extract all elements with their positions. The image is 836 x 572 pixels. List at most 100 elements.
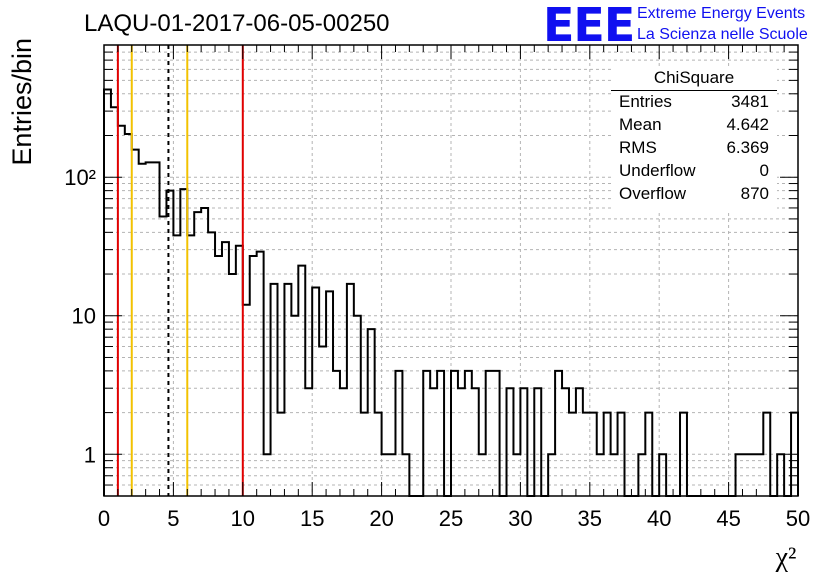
histogram-bin — [160, 217, 167, 496]
histogram-bin — [618, 413, 625, 496]
histogram-bin — [298, 266, 305, 496]
stats-row-underflow: Underflow 0 — [619, 161, 769, 183]
histogram-bin — [222, 242, 229, 496]
stats-row-mean: Mean 4.642 — [619, 115, 769, 137]
histogram-bin — [423, 371, 430, 496]
stats-key: Entries — [619, 92, 672, 111]
histogram-bin — [493, 371, 500, 496]
x-tick-label: 10 — [231, 506, 255, 531]
histogram-bin — [382, 454, 389, 496]
histogram-bin — [777, 454, 784, 496]
histogram-bin — [180, 189, 187, 496]
stats-key: Overflow — [619, 184, 687, 203]
axes: 0 5 10 15 20 25 30 35 40 45 50 1 10 10² — [64, 44, 810, 531]
x-tick-label: 30 — [508, 506, 532, 531]
stats-key: Underflow — [619, 161, 696, 180]
histogram-bin — [104, 89, 111, 496]
y-tick-label: 10² — [64, 165, 96, 190]
histogram-bin — [479, 454, 486, 496]
stats-row-entries: Entries 3481 — [619, 92, 769, 114]
y-tick-label: 10 — [72, 304, 96, 329]
histogram-bin — [319, 346, 326, 496]
histogram-bin — [132, 150, 139, 496]
histogram-bin — [187, 235, 194, 496]
histogram-bin — [430, 388, 437, 496]
stats-value: 870 — [740, 184, 769, 203]
histogram-bin — [548, 454, 555, 496]
histogram-bin — [312, 287, 319, 496]
histogram-bin — [139, 164, 146, 496]
reference-lines — [116, 45, 244, 496]
histogram-bin — [326, 291, 333, 496]
histogram-bin — [742, 454, 749, 496]
histogram-bin — [173, 235, 180, 496]
histogram-bin — [562, 388, 569, 496]
histogram-bin — [250, 256, 257, 496]
stats-key: RMS — [619, 138, 657, 157]
histogram-bin — [680, 413, 687, 496]
x-tick-label: 45 — [716, 506, 740, 531]
histogram-bin — [146, 162, 153, 496]
histogram-bin — [736, 454, 743, 496]
histogram-bin — [368, 329, 375, 496]
stats-row-rms: RMS 6.369 — [619, 138, 769, 160]
histogram-bin — [458, 388, 465, 496]
stats-value: 6.369 — [726, 138, 769, 157]
histogram-bin — [763, 413, 770, 496]
histogram-bin — [340, 388, 347, 496]
x-tick-label: 20 — [369, 506, 393, 531]
histogram-bin — [638, 454, 645, 496]
histogram-bin — [645, 413, 652, 496]
stats-value: 4.642 — [726, 115, 769, 134]
histogram-bin — [236, 246, 243, 496]
histogram-bin — [271, 284, 278, 496]
stats-box: ChiSquare Entries 3481 Mean 4.642 RMS 6.… — [611, 66, 777, 210]
histogram-bin — [118, 126, 125, 496]
logo-caption-line2: La Scienza nelle Scuole — [637, 26, 808, 43]
logo-caption-line1: Extreme Energy Events — [637, 5, 806, 22]
histogram-bin — [513, 454, 520, 496]
histogram-bin — [375, 413, 382, 496]
x-tick-label: 40 — [647, 506, 671, 531]
y-tick-label: 1 — [84, 442, 96, 467]
y-axis-label: Entries/bin — [7, 38, 37, 166]
x-tick-label: 25 — [439, 506, 463, 531]
histogram-bin — [576, 388, 583, 496]
stats-title: ChiSquare — [653, 68, 735, 87]
histogram-bin — [284, 284, 291, 496]
histogram-bin — [437, 371, 444, 496]
histogram-bin — [402, 454, 409, 496]
stats-key: Mean — [619, 115, 662, 134]
x-tick-label: 15 — [300, 506, 324, 531]
histogram-bin — [486, 371, 493, 496]
x-tick-label: 5 — [167, 506, 179, 531]
x-tick-label: 50 — [786, 506, 810, 531]
x-tick-label: 35 — [578, 506, 602, 531]
histogram-bin — [555, 371, 562, 496]
histogram-bin — [583, 413, 590, 496]
chart-title: LAQU-01-2017-06-05-00250 — [84, 10, 390, 37]
histogram-bin — [451, 371, 458, 496]
histogram-bin — [604, 413, 611, 496]
histogram-bin — [659, 454, 666, 496]
histogram-bin — [389, 454, 396, 496]
histogram-bin — [264, 454, 271, 496]
histogram-bin — [507, 388, 514, 496]
histogram-bin — [291, 316, 298, 496]
histogram-bin — [111, 107, 118, 496]
histogram-bin — [201, 208, 208, 496]
histogram-bin — [611, 454, 618, 496]
histogram-bin — [305, 388, 312, 496]
histogram-bin — [333, 371, 340, 496]
histogram-bin — [194, 212, 201, 496]
eee-logo-mark: EEE — [543, 0, 635, 52]
histogram-bin — [125, 134, 132, 496]
histogram-bin — [215, 256, 222, 496]
histogram-bin — [465, 371, 472, 496]
x-axis-label: χ² — [775, 542, 797, 572]
histogram-bin — [597, 454, 604, 496]
histogram-bin — [347, 284, 354, 496]
histogram-bin — [472, 388, 479, 496]
stats-divider — [611, 90, 777, 91]
histogram-bin — [278, 413, 285, 496]
